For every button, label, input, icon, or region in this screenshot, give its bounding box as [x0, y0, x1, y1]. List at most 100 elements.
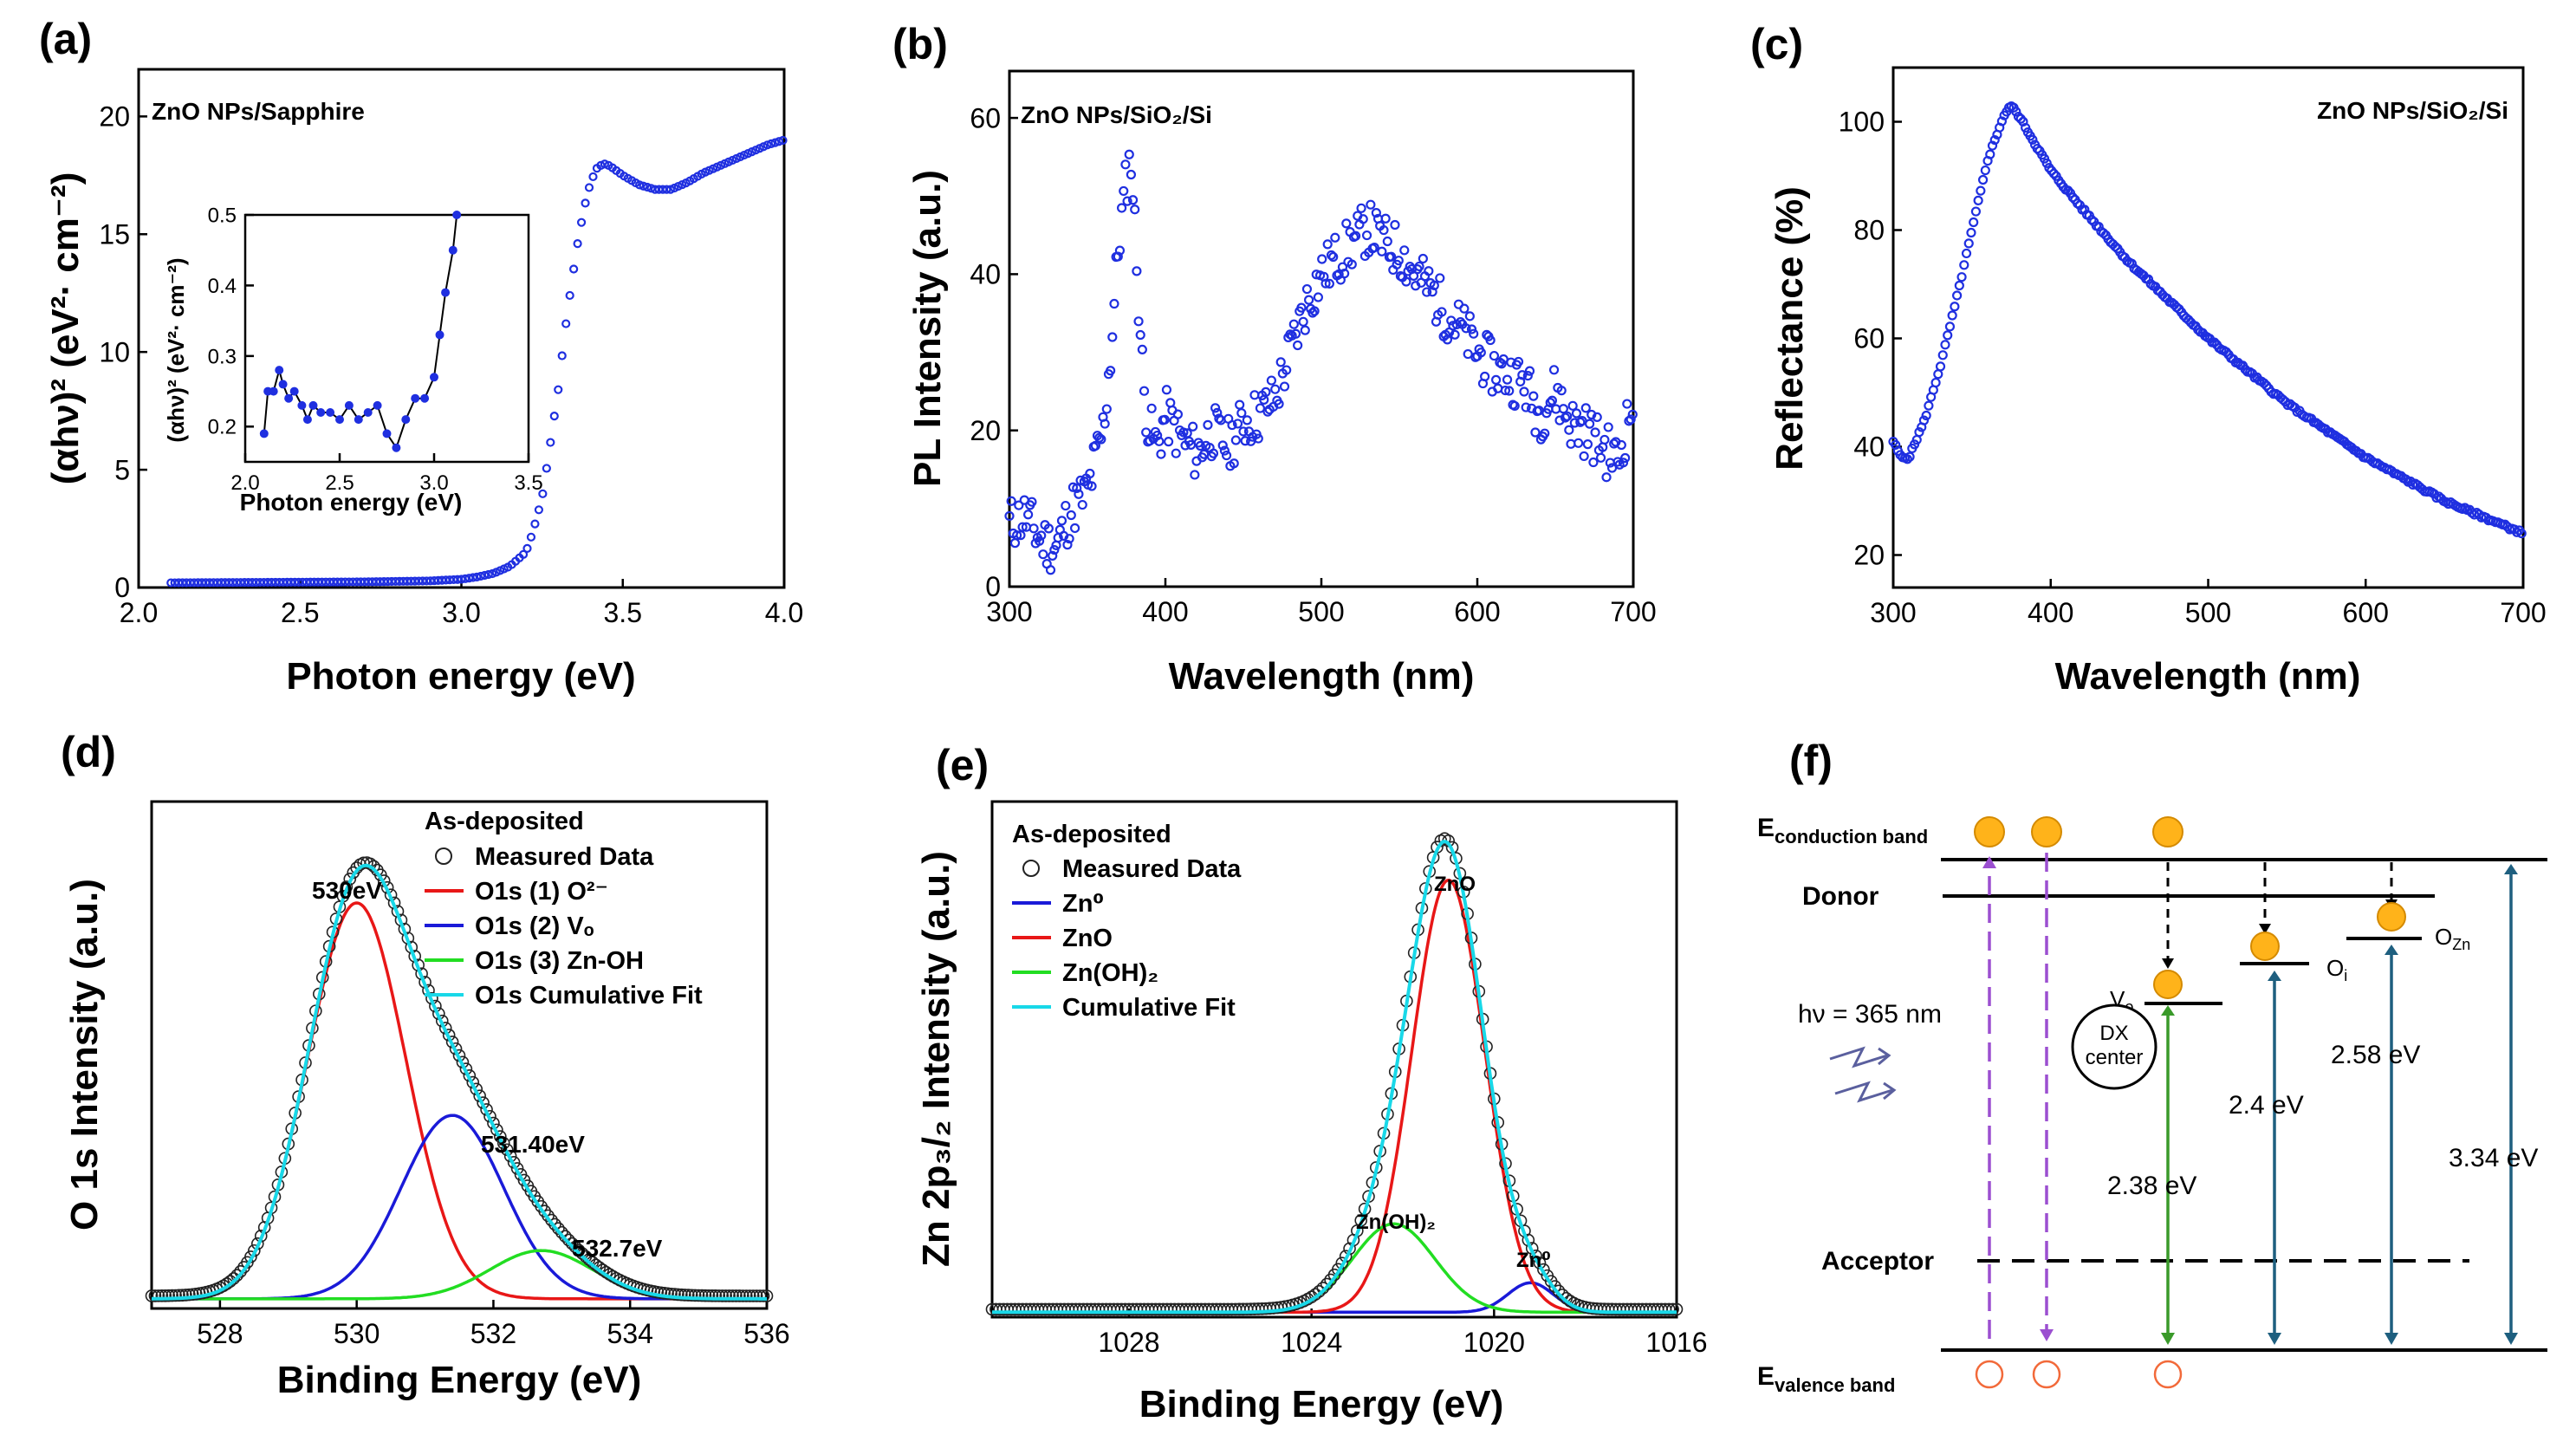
b-point-79	[1152, 430, 1163, 441]
b-point-125	[1238, 426, 1249, 437]
b-point-265	[1500, 385, 1511, 396]
b-point-303	[1571, 408, 1582, 419]
inset-point-19	[401, 415, 411, 425]
inset-ytick-label-2: 0.4	[208, 275, 237, 298]
inset-point-12	[335, 415, 344, 425]
inset-frame-a	[243, 213, 530, 464]
c-point-29	[1956, 272, 1967, 282]
ozn-label: OZn	[2435, 924, 2470, 953]
c-point-9	[1909, 439, 1920, 450]
a-ytick-label-2: 10	[99, 336, 130, 367]
c-point-6	[1902, 454, 1912, 464]
d-legend-label-0: Measured Data	[475, 843, 654, 871]
ticks-b: 300 400 500 600 700 0 20 40 60	[970, 102, 1656, 627]
b-xtick-label-3: 600	[1454, 596, 1500, 627]
a-point-156	[770, 138, 780, 147]
chart-b: ZnO NPs/SiO₂/Si 300 400 500 600 700 0 20 40 60 W…	[906, 69, 1657, 698]
b-point-299	[1564, 425, 1574, 435]
b-point-162	[1307, 308, 1318, 318]
panel-label-e: (e)	[936, 741, 989, 789]
d-measured-point-4	[159, 1289, 172, 1302]
peak-label-d-2: 531.40eV	[481, 1131, 585, 1158]
b-point-114	[1217, 440, 1228, 451]
inset-point-20	[411, 393, 420, 403]
c-ytick-label-3: 80	[1853, 215, 1885, 246]
hole-2	[2032, 1360, 2061, 1389]
c-point-46	[1996, 116, 2008, 127]
ylabel-c: Reflectance (%)	[1768, 186, 1811, 471]
a-point-92	[522, 543, 532, 553]
energy-label-24: 2.4 eV	[2229, 1091, 2304, 1120]
a-xtick-label-1: 2.5	[281, 597, 319, 628]
energy-label-258: 2.58 eV	[2331, 1041, 2420, 1069]
conduction-band-label: Econduction band	[1757, 814, 1928, 847]
c-xtick-label-1: 400	[2028, 597, 2073, 628]
e-xtick-label-3: 1028	[1098, 1327, 1159, 1358]
b-point-327	[1616, 439, 1626, 451]
b-point-193	[1366, 199, 1376, 210]
a-point-93	[526, 532, 536, 542]
b-point-142	[1270, 384, 1281, 394]
ticks-d: 528 530 532 534 536	[197, 1300, 790, 1349]
b-point-85	[1163, 437, 1174, 447]
b-point-333	[1627, 409, 1638, 419]
b-point-223	[1422, 287, 1432, 297]
b-point-90	[1172, 409, 1184, 419]
b-point-247	[1466, 324, 1477, 334]
b-point-13	[1028, 523, 1039, 534]
b-point-138	[1262, 406, 1273, 417]
inset-point-26	[452, 211, 462, 219]
b-point-46	[1090, 440, 1100, 451]
b-point-310	[1584, 419, 1595, 429]
plot-frame-e	[990, 800, 1678, 1319]
b-point-10	[1022, 510, 1034, 520]
d-measured-point-125	[572, 1243, 586, 1257]
inset-point-4	[278, 380, 288, 389]
d-xtick-label-1: 530	[334, 1318, 380, 1349]
b-point-211	[1399, 245, 1410, 256]
d-measured-point-25	[230, 1269, 243, 1282]
b-point-238	[1450, 329, 1460, 340]
b-point-89	[1171, 448, 1181, 458]
a-point-79	[472, 572, 482, 581]
peak-label-e-2: Zn(OH)₂	[1356, 1211, 1436, 1234]
inset-point-15	[363, 408, 373, 417]
d-measured-point-155	[675, 1288, 688, 1302]
d-measured-point-124	[568, 1240, 582, 1254]
inset-point-16	[373, 400, 382, 410]
d-measured-point-1	[148, 1289, 162, 1302]
b-point-69	[1133, 316, 1144, 327]
c-xtick-label-2: 500	[2185, 597, 2231, 628]
b-point-281	[1530, 427, 1541, 438]
inset-point-9	[308, 400, 318, 410]
a-point-96	[538, 489, 548, 498]
a-point-157	[774, 137, 784, 146]
a-point-94	[530, 519, 540, 529]
electron-oi	[2250, 932, 2280, 961]
inset-point-23	[435, 330, 444, 340]
b-point-83	[1159, 414, 1170, 425]
b-point-28	[1056, 516, 1067, 526]
inset-point-17	[382, 429, 392, 438]
b-point-301	[1567, 400, 1578, 411]
d-measured-point-179	[756, 1289, 770, 1302]
a-xtick-label-0: 2.0	[120, 597, 158, 628]
peak-label-d-3: 532.7eV	[572, 1235, 663, 1262]
b-point-330	[1622, 399, 1632, 409]
a-point-103	[565, 290, 574, 301]
b-point-196	[1371, 208, 1381, 218]
b-point-22	[1045, 565, 1056, 575]
energy-label-238: 2.38 eV	[2107, 1172, 2196, 1200]
c-point-52	[2011, 107, 2021, 117]
b-point-274	[1517, 370, 1528, 380]
a-point-101	[557, 351, 567, 360]
ylabel-a: (αhν)² (eV²· cm⁻²)	[44, 172, 87, 485]
a-point-78	[468, 573, 478, 582]
c-point-37	[1976, 185, 1986, 196]
hole-3	[2153, 1360, 2183, 1389]
ticks-a: 2.0 2.5 3.0 3.5 4.0 0 5 10 15 20	[99, 101, 803, 628]
electron-3	[2152, 816, 2183, 847]
inset-points-a	[259, 211, 462, 452]
b-point-165	[1313, 292, 1324, 302]
b-ytick-label-0: 0	[985, 571, 1001, 602]
